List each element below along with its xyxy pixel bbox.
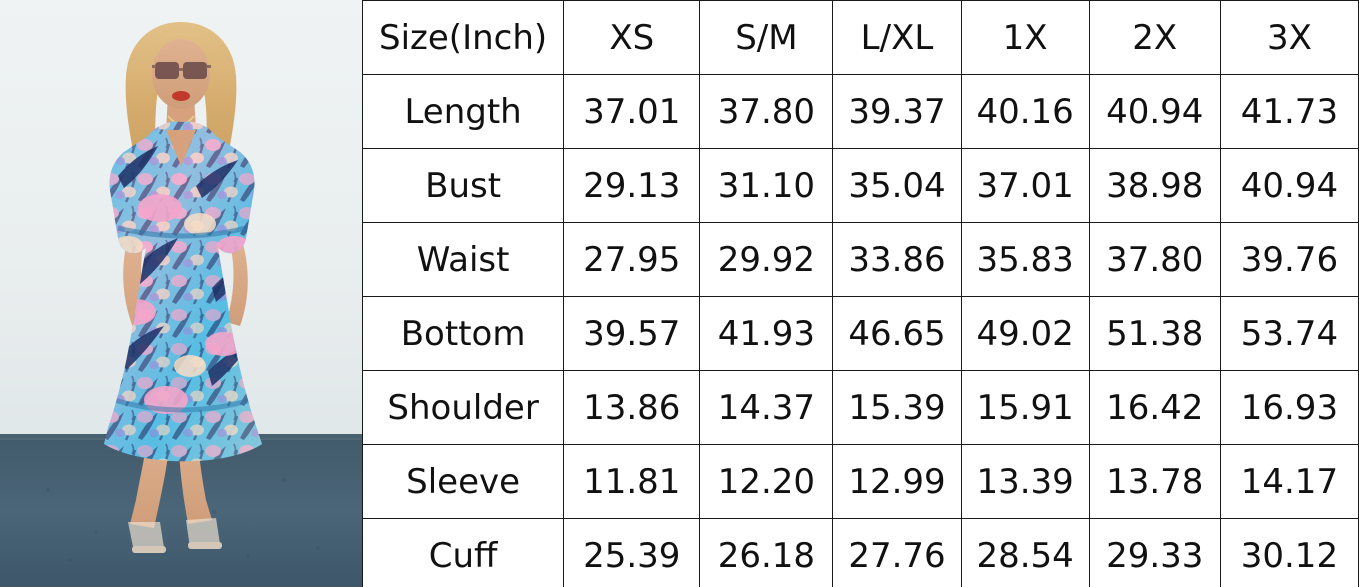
cell-bottom-1x: 49.02	[960, 296, 1090, 371]
cell-waist-xs: 27.95	[563, 222, 701, 297]
cell-bottom-xs: 39.57	[563, 296, 701, 371]
table-row: Sleeve 11.81 12.20 12.99 13.39 13.78 14.…	[361, 444, 1359, 519]
model-photo-illustration	[0, 0, 362, 587]
table-row: Cuff 25.39 26.18 27.76 28.54 29.33 30.12	[361, 518, 1359, 587]
face	[152, 39, 210, 109]
table-row: Shoulder 13.86 14.37 15.39 15.91 16.42 1…	[361, 370, 1359, 445]
row-label-bottom: Bottom	[361, 296, 565, 371]
cell-bust-xs: 29.13	[563, 148, 701, 223]
product-photo	[0, 0, 362, 587]
cell-sleeve-xs: 11.81	[563, 444, 701, 519]
table-row: Bottom 39.57 41.93 46.65 49.02 51.38 53.…	[361, 296, 1359, 371]
cell-cuff-1x: 28.54	[960, 518, 1090, 587]
cell-waist-3x: 39.76	[1219, 222, 1359, 297]
row-label-waist: Waist	[361, 222, 565, 297]
row-label-length: Length	[361, 74, 565, 149]
cell-bust-lxl: 35.04	[832, 148, 962, 223]
cell-sleeve-sm: 12.20	[699, 444, 834, 519]
cell-length-3x: 41.73	[1219, 74, 1359, 149]
size-chart-table: Size(Inch) XS S/M L/XL 1X 2X 3X Length 3…	[361, 0, 1359, 587]
header-size-2x: 2X	[1088, 0, 1221, 75]
header-size-xs: XS	[563, 0, 701, 75]
cell-bottom-sm: 41.93	[699, 296, 834, 371]
cell-sleeve-lxl: 12.99	[832, 444, 962, 519]
cell-waist-lxl: 33.86	[832, 222, 962, 297]
table-header-row: Size(Inch) XS S/M L/XL 1X 2X 3X	[361, 0, 1359, 75]
size-chart-container: Size(Inch) XS S/M L/XL 1X 2X 3X Length 3…	[361, 0, 1359, 587]
row-label-sleeve: Sleeve	[361, 444, 565, 519]
header-size-1x: 1X	[960, 0, 1090, 75]
cell-cuff-lxl: 27.76	[832, 518, 962, 587]
lips	[172, 91, 190, 101]
header-size-lxl: L/XL	[832, 0, 962, 75]
cell-cuff-xs: 25.39	[563, 518, 701, 587]
cell-length-sm: 37.80	[699, 74, 834, 149]
cell-sleeve-1x: 13.39	[960, 444, 1090, 519]
cell-bust-1x: 37.01	[960, 148, 1090, 223]
cell-bust-3x: 40.94	[1219, 148, 1359, 223]
cell-sleeve-2x: 13.78	[1088, 444, 1221, 519]
header-size-unit: Size(Inch)	[361, 0, 565, 75]
cell-length-lxl: 39.37	[832, 74, 962, 149]
cell-bust-sm: 31.10	[699, 148, 834, 223]
cell-bottom-2x: 51.38	[1088, 296, 1221, 371]
cell-bottom-lxl: 46.65	[832, 296, 962, 371]
cell-cuff-3x: 30.12	[1219, 518, 1359, 587]
cell-shoulder-lxl: 15.39	[832, 370, 962, 445]
row-label-cuff: Cuff	[361, 518, 565, 587]
sandals	[128, 518, 222, 553]
cell-shoulder-1x: 15.91	[960, 370, 1090, 445]
cell-waist-1x: 35.83	[960, 222, 1090, 297]
cell-bust-2x: 38.98	[1088, 148, 1221, 223]
arms	[123, 238, 248, 362]
cell-bottom-3x: 53.74	[1219, 296, 1359, 371]
table-row: Bust 29.13 31.10 35.04 37.01 38.98 40.94	[361, 148, 1359, 223]
header-size-sm: S/M	[699, 0, 834, 75]
cell-cuff-2x: 29.33	[1088, 518, 1221, 587]
cell-length-1x: 40.16	[960, 74, 1090, 149]
cell-shoulder-3x: 16.93	[1219, 370, 1359, 445]
cell-shoulder-2x: 16.42	[1088, 370, 1221, 445]
cell-shoulder-xs: 13.86	[563, 370, 701, 445]
cell-cuff-sm: 26.18	[699, 518, 834, 587]
neckline	[166, 130, 196, 166]
cell-length-xs: 37.01	[563, 74, 701, 149]
row-label-shoulder: Shoulder	[361, 370, 565, 445]
cell-waist-sm: 29.92	[699, 222, 834, 297]
cell-shoulder-sm: 14.37	[699, 370, 834, 445]
cell-waist-2x: 37.80	[1088, 222, 1221, 297]
sunglasses-icon	[152, 62, 211, 79]
cell-length-2x: 40.94	[1088, 74, 1221, 149]
header-size-3x: 3X	[1219, 0, 1359, 75]
table-row: Waist 27.95 29.92 33.86 35.83 37.80 39.7…	[361, 222, 1359, 297]
row-label-bust: Bust	[361, 148, 565, 223]
cell-sleeve-3x: 14.17	[1219, 444, 1359, 519]
table-row: Length 37.01 37.80 39.37 40.16 40.94 41.…	[361, 74, 1359, 149]
